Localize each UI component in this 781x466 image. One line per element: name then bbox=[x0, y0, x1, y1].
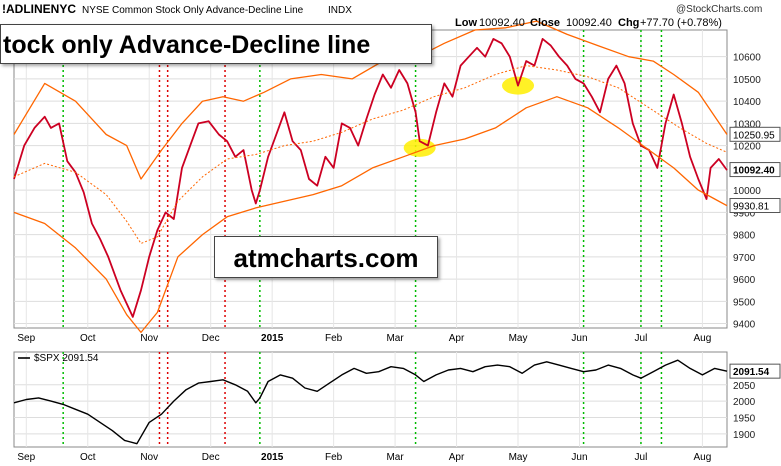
main-panel: 9400950096009700980099001000010100102001… bbox=[13, 20, 781, 344]
main-price-label-text: 10092.40 bbox=[733, 166, 775, 177]
spx-price-label-box bbox=[729, 363, 781, 379]
main-ytick-label: 9800 bbox=[733, 231, 756, 242]
lower-band-line bbox=[13, 96, 728, 334]
main-ytick-label: 10300 bbox=[733, 119, 761, 130]
spx-xtick-label: Apr bbox=[449, 452, 465, 463]
spx-price-line bbox=[13, 359, 728, 445]
main-ytick-label: 9400 bbox=[733, 320, 756, 331]
main-xtick-label: Jun bbox=[571, 333, 587, 344]
spx-xtick-label: Aug bbox=[694, 452, 712, 463]
low-label: Low bbox=[455, 17, 477, 29]
exchange-label: INDX bbox=[328, 5, 352, 16]
watermark-box: atmcharts.com bbox=[214, 236, 438, 278]
spx-xtick-label: Jul bbox=[635, 452, 648, 463]
spx-ytick-label: 2000 bbox=[733, 397, 756, 408]
spx-panel: 1900 1950 2000 2050 Sep Oct Nov Dec 2015 Feb Mar Ap… bbox=[13, 352, 781, 463]
spx-ytick-label: 1900 bbox=[733, 430, 756, 441]
main-price-label-box bbox=[729, 198, 781, 214]
symbol-label: !ADLINENYC bbox=[2, 2, 76, 16]
spx-xtick-label: Feb bbox=[325, 452, 343, 463]
main-price-label-box bbox=[729, 162, 781, 178]
overlay-title-box: tock only Advance-Decline line bbox=[0, 24, 432, 64]
spx-frame bbox=[13, 351, 728, 448]
main-xtick-label: Mar bbox=[386, 333, 404, 344]
main-xtick-label: Jul bbox=[635, 333, 648, 344]
main-ytick-label: 9600 bbox=[733, 275, 756, 286]
main-xtick-label: Feb bbox=[325, 333, 343, 344]
low-value: 10092.40 bbox=[479, 17, 525, 29]
main-price-label-text: 10250.95 bbox=[733, 130, 775, 141]
main-xtick-label: Aug bbox=[694, 333, 712, 344]
spx-ytick-label: 1950 bbox=[733, 414, 756, 425]
upper-band-line bbox=[13, 20, 728, 180]
spx-price-label-text: 2091.54 bbox=[733, 367, 770, 378]
main-ytick-label: 9500 bbox=[733, 297, 756, 308]
main-xtick-label: 2015 bbox=[261, 333, 284, 344]
spx-xtick-label: Dec bbox=[202, 452, 220, 463]
index-name: NYSE Common Stock Only Advance-Decline L… bbox=[82, 5, 304, 16]
chg-value: +77.70 (+0.78%) bbox=[640, 17, 722, 29]
chart-header: !ADLINENYC NYSE Common Stock Only Advanc… bbox=[2, 2, 762, 29]
spx-xtick-label: May bbox=[509, 452, 528, 463]
middle-band-line bbox=[13, 65, 728, 244]
main-ytick-label: 9700 bbox=[733, 253, 756, 264]
main-ytick-label: 10600 bbox=[733, 53, 761, 64]
chg-label: Chg bbox=[618, 17, 639, 29]
spx-xtick-label: Nov bbox=[140, 452, 158, 463]
spx-xtick-label: Oct bbox=[80, 452, 96, 463]
main-ytick-label: 10200 bbox=[733, 142, 761, 153]
main-xtick-label: May bbox=[509, 333, 528, 344]
adline-price-line bbox=[13, 38, 728, 318]
spx-xtick-label: Mar bbox=[386, 452, 404, 463]
main-xtick-label: Dec bbox=[202, 333, 220, 344]
watermark-text: atmcharts.com bbox=[233, 243, 419, 273]
spx-legend-label: $SPX 2091.54 bbox=[34, 353, 99, 364]
main-ytick-label: 9900 bbox=[733, 208, 756, 219]
spx-ytick-label: 2050 bbox=[733, 381, 756, 392]
close-value: 10092.40 bbox=[566, 17, 612, 29]
main-xtick-label: Oct bbox=[80, 333, 96, 344]
spx-xtick-label: 2015 bbox=[261, 452, 284, 463]
main-price-label-text: 9930.81 bbox=[733, 202, 770, 213]
main-xtick-label: Sep bbox=[17, 333, 35, 344]
main-xtick-label: Apr bbox=[449, 333, 465, 344]
spx-xtick-label: Jun bbox=[571, 452, 587, 463]
site-label: @StockCharts.com bbox=[676, 4, 762, 15]
main-ytick-label: 10400 bbox=[733, 97, 761, 108]
main-xtick-label: Nov bbox=[140, 333, 158, 344]
main-price-label-box bbox=[729, 126, 781, 142]
spx-xtick-label: Sep bbox=[17, 452, 35, 463]
close-label: Close bbox=[530, 17, 560, 29]
main-ytick-label: 10000 bbox=[733, 186, 761, 197]
main-ytick-label: 10500 bbox=[733, 75, 761, 86]
overlay-title-text: tock only Advance-Decline line bbox=[3, 31, 371, 59]
